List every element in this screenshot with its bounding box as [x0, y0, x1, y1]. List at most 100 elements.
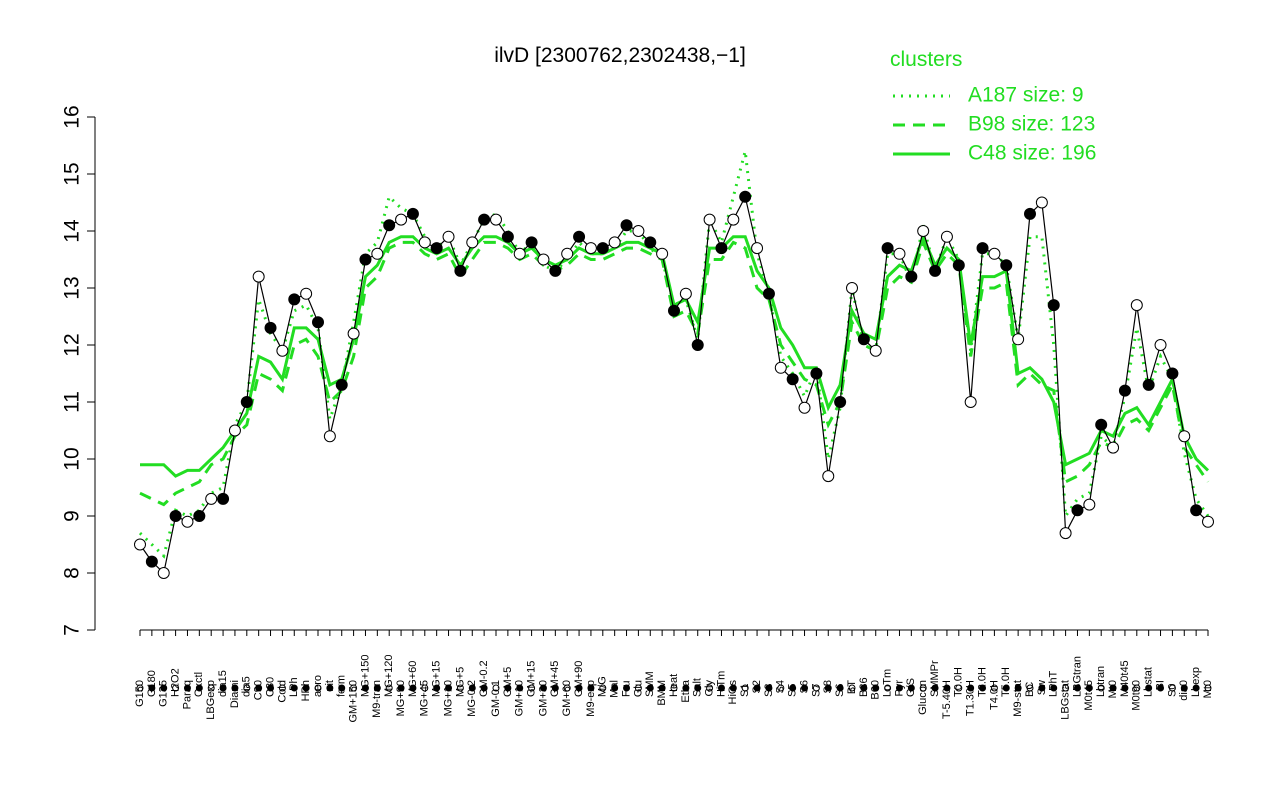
rug-dot: [717, 684, 725, 692]
x-tick-label: T1.30H: [965, 680, 977, 716]
y-tick-label: 13: [61, 276, 84, 299]
x-tick-label: M40t45: [1119, 660, 1131, 697]
rug-dot: [373, 684, 381, 692]
rug-dot: [528, 684, 536, 692]
point: [335, 378, 348, 391]
x-tick-label: MG+15: [431, 661, 443, 697]
point: [501, 230, 514, 243]
point: [1071, 504, 1084, 517]
rug-dot: [361, 684, 369, 692]
x-tick-label: SMMPr: [929, 660, 941, 697]
x-tick-label: MG+45: [419, 680, 431, 716]
rug-dot: [1157, 684, 1165, 692]
x-tick-label: Glucon: [917, 680, 929, 715]
x-tick-label: H2O2: [170, 668, 182, 697]
y-tick-label: 7: [61, 624, 84, 636]
point: [596, 242, 609, 255]
point: [846, 282, 858, 294]
point: [869, 344, 882, 357]
rug-dot: [789, 684, 797, 692]
chart-title: ilvD [2300762,2302438,−1]: [494, 44, 746, 67]
rug-dot: [1038, 684, 1046, 692]
point: [1142, 378, 1155, 391]
x-tick-label: GM+60: [561, 680, 573, 716]
x-tick-label: M/G: [597, 676, 609, 697]
x-tick-label: aero: [312, 675, 324, 697]
point: [929, 264, 942, 277]
rug-dot: [623, 684, 631, 692]
x-tick-label: GM+45: [549, 661, 561, 697]
point: [632, 225, 645, 237]
rug-dot: [326, 684, 334, 692]
x-tick-label: HPh: [300, 680, 312, 701]
point: [608, 236, 621, 249]
rug-dot: [385, 684, 393, 692]
x-tick-label: T5.0H: [1000, 667, 1012, 697]
rug-dot: [1192, 684, 1200, 692]
x-tick-label: Etha: [680, 679, 692, 703]
point: [857, 333, 870, 346]
x-tick-label: M9-stat: [1012, 680, 1024, 717]
x-tick-label: T-5.40H: [941, 680, 953, 719]
point: [881, 242, 894, 255]
rug-dot: [1109, 684, 1117, 692]
rug-dot: [350, 684, 358, 692]
x-tick-label: T4.0H: [988, 680, 1000, 710]
x-tick-label: nit: [324, 680, 336, 692]
point: [644, 236, 657, 249]
x-tick-label: Lbexp: [1190, 667, 1202, 697]
rug-dot: [551, 684, 559, 692]
x-tick-label: Oxctl: [193, 672, 205, 697]
x-tick-label: Heat: [668, 674, 680, 697]
x-tick-label: S0: [1166, 684, 1178, 697]
x-tick-label: MG-0.2: [466, 680, 478, 717]
rug-dot: [706, 684, 714, 692]
x-tick-label: G/S: [905, 678, 917, 697]
x-tick-label: Glu: [632, 680, 644, 697]
x-tick-label: M9-tran: [371, 680, 383, 718]
point: [1035, 196, 1048, 209]
rug-dot: [445, 684, 453, 692]
point: [656, 247, 669, 260]
rug-dot: [136, 684, 144, 692]
x-tick-label: T0.0H: [953, 667, 965, 697]
point: [145, 555, 158, 568]
rug-dot: [1145, 684, 1153, 692]
point: [157, 567, 170, 579]
point: [347, 327, 360, 340]
x-tick-label: Lbtran: [1095, 666, 1107, 697]
rug-dot: [694, 684, 702, 692]
x-tick-label: BMM: [656, 680, 668, 706]
point: [371, 247, 384, 260]
rug-dot: [753, 684, 761, 692]
x-tick-label: S3: [763, 684, 775, 697]
point: [1047, 299, 1060, 312]
rug-dot: [670, 684, 678, 692]
rug-dot: [195, 684, 203, 692]
rug-dot: [433, 684, 441, 692]
x-tick-label: LPhT: [1048, 670, 1060, 697]
x-tick-label: GM+150: [348, 680, 360, 723]
rug-dot: [1204, 684, 1212, 692]
rug-dot: [884, 684, 892, 692]
rug-dot: [1168, 684, 1176, 692]
point: [1130, 299, 1143, 312]
x-tick-label: MG+5: [454, 667, 466, 697]
x-tick-label: MG+150: [359, 655, 371, 698]
x-tick-label: B60: [870, 680, 882, 700]
y-tick-label: 10: [61, 447, 84, 470]
rug-dot: [421, 684, 429, 692]
x-tick-label: SMM: [644, 671, 656, 697]
point: [418, 236, 431, 249]
point: [1118, 384, 1131, 397]
point: [395, 213, 408, 226]
x-tick-label: Salt: [692, 678, 704, 697]
x-tick-label: S5: [787, 684, 799, 697]
point: [1024, 207, 1036, 220]
point: [964, 396, 977, 408]
rug-dot: [919, 684, 927, 692]
point: [383, 219, 396, 232]
point: [205, 492, 218, 505]
point: [952, 259, 965, 272]
x-tick-label: Diami: [229, 680, 241, 708]
